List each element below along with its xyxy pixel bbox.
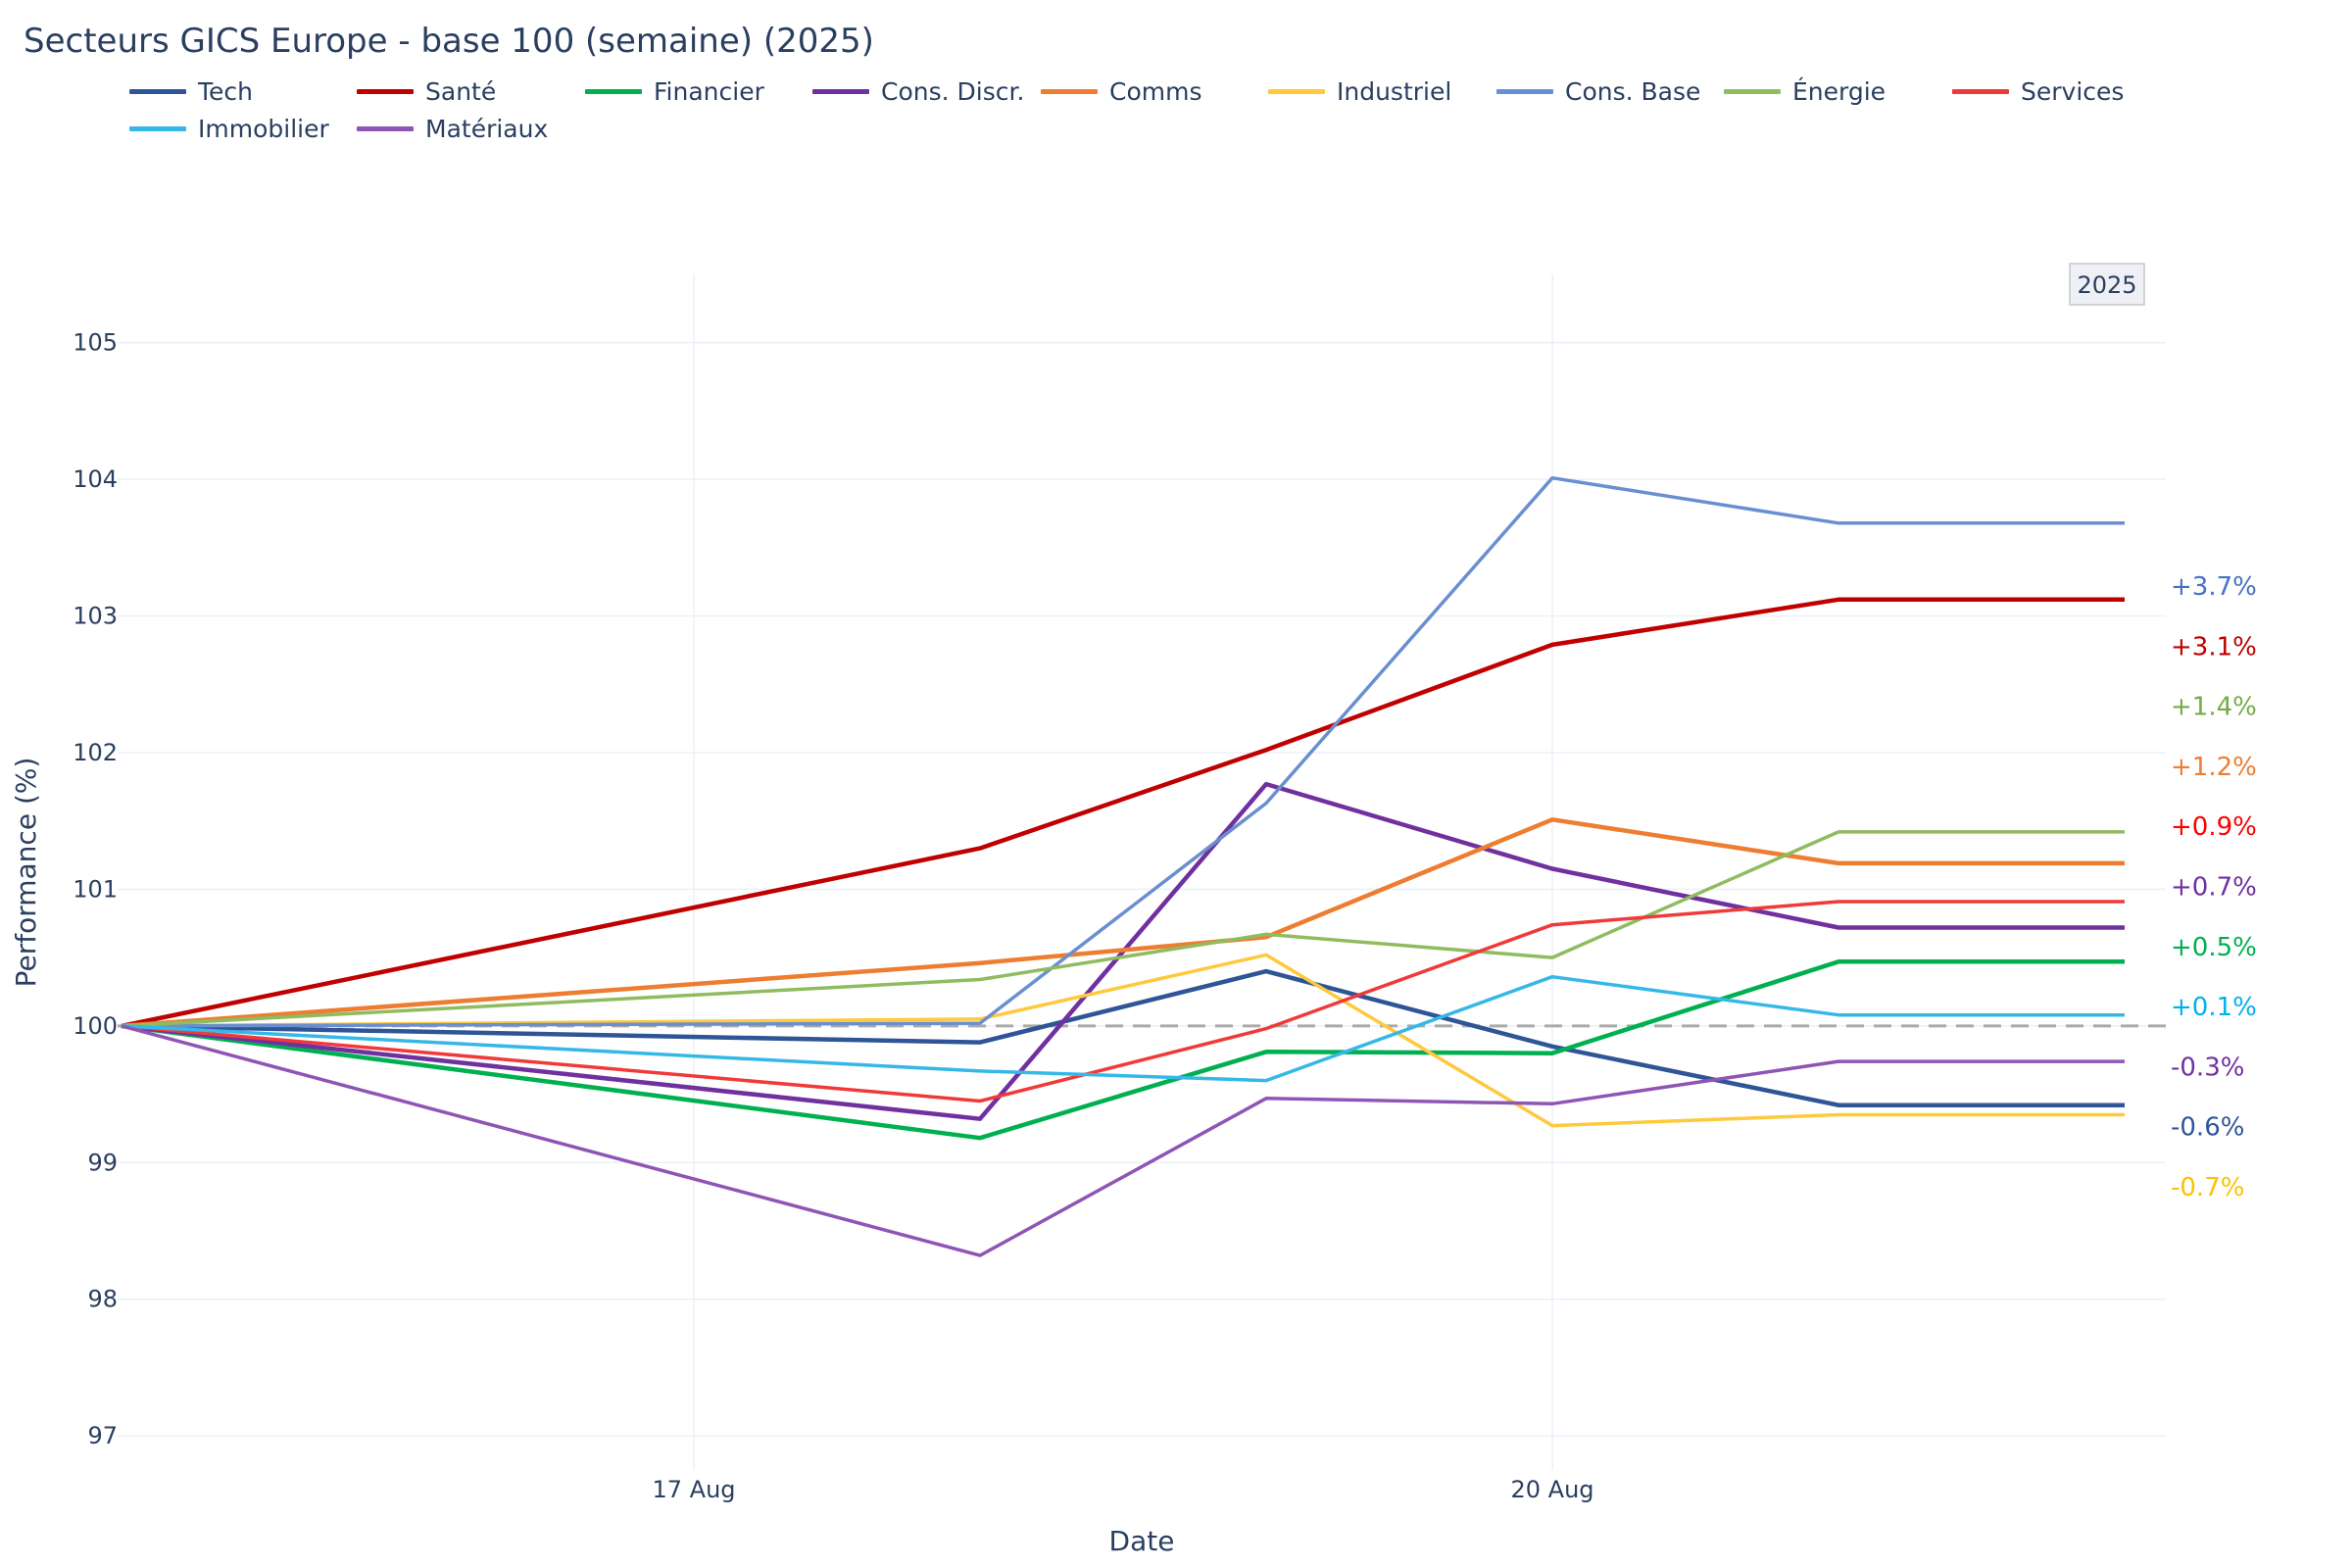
legend-label: Services <box>2021 76 2125 106</box>
y-tick-label: 105 <box>73 329 118 357</box>
legend-swatch <box>129 125 186 131</box>
legend-label: Matériaux <box>425 114 549 143</box>
end-value-label: +0.5% <box>2171 933 2257 962</box>
year-badge-label: 2025 <box>2077 271 2136 299</box>
y-axis-title: Performance (%) <box>10 758 42 988</box>
end-value-label: +1.2% <box>2171 753 2257 782</box>
legend-label: Cons. Base <box>1565 76 1701 106</box>
series-line-sante <box>121 597 2125 1029</box>
legend-item[interactable]: Énergie <box>1724 73 1886 110</box>
series-line-immobilier <box>121 974 2125 1083</box>
x-tick-label: 20 Aug <box>1510 1476 1593 1503</box>
x-axis-title: Date <box>1109 1525 1175 1557</box>
legend-item[interactable]: Matériaux <box>357 110 548 147</box>
series-line-industriel <box>121 953 2125 1128</box>
series-line-energie <box>121 830 2125 1028</box>
end-value-label: +3.1% <box>2171 632 2257 662</box>
end-value-label: +3.7% <box>2171 572 2257 602</box>
chart-title: Secteurs GICS Europe - base 100 (semaine… <box>24 22 874 61</box>
series-line-tech <box>121 968 2125 1107</box>
legend-swatch <box>129 88 186 94</box>
end-value-label: -0.3% <box>2171 1053 2244 1082</box>
end-value-label: +0.9% <box>2171 812 2257 842</box>
legend-label: Comms <box>1109 76 1202 106</box>
y-tick-label: 101 <box>73 875 118 903</box>
legend-swatch <box>357 125 414 131</box>
legend-label: Énergie <box>1792 76 1886 106</box>
y-tick-label: 99 <box>87 1149 118 1176</box>
legend-item[interactable]: Industriel <box>1268 73 1451 110</box>
series-line-materiaux <box>121 1024 2125 1257</box>
end-value-label: -0.7% <box>2171 1173 2244 1202</box>
legend-swatch <box>357 88 414 94</box>
legend-swatch <box>1496 88 1553 94</box>
legend-label: Tech <box>198 76 253 106</box>
legend-swatch <box>585 88 642 94</box>
legend-swatch <box>812 88 869 94</box>
legend-item[interactable]: Cons. Base <box>1496 73 1700 110</box>
legend-swatch <box>1952 88 2009 94</box>
legend-label: Santé <box>425 76 497 106</box>
end-value-label: -0.6% <box>2171 1113 2244 1143</box>
end-value-label: +0.7% <box>2171 873 2257 903</box>
year-badge-box <box>2069 263 2145 306</box>
legend-item[interactable]: Tech <box>129 73 253 110</box>
legend-label: Financier <box>654 76 764 106</box>
legend-item[interactable]: Services <box>1952 73 2124 110</box>
legend-item[interactable]: Cons. Discr. <box>812 73 1024 110</box>
y-tick-label: 100 <box>73 1012 118 1040</box>
end-value-label: +1.4% <box>2171 693 2257 722</box>
legend-swatch <box>1724 88 1781 94</box>
series-line-financier <box>121 959 2125 1141</box>
end-value-label: +0.1% <box>2171 993 2257 1022</box>
series-line-services <box>121 900 2125 1103</box>
legend-item[interactable]: Immobilier <box>129 110 329 147</box>
legend-swatch <box>1041 88 1098 94</box>
y-tick-label: 98 <box>87 1286 118 1313</box>
legend: Tech Santé Financier Cons. Discr. Comms Indus… <box>129 73 2207 151</box>
legend-label: Immobilier <box>198 114 329 143</box>
series-line-comms <box>121 817 2125 1029</box>
series-line-cons-discr <box>121 781 2125 1121</box>
series-line-cons-base <box>121 475 2125 1028</box>
legend-item[interactable]: Santé <box>357 73 496 110</box>
y-tick-label: 102 <box>73 739 118 766</box>
y-tick-label: 103 <box>73 603 118 630</box>
y-tick-label: 97 <box>87 1422 118 1449</box>
legend-item[interactable]: Comms <box>1041 73 1201 110</box>
y-tick-label: 104 <box>73 466 118 493</box>
legend-label: Cons. Discr. <box>881 76 1025 106</box>
x-tick-label: 17 Aug <box>652 1476 735 1503</box>
legend-swatch <box>1268 88 1325 94</box>
legend-label: Industriel <box>1337 76 1452 106</box>
legend-item[interactable]: Financier <box>585 73 764 110</box>
